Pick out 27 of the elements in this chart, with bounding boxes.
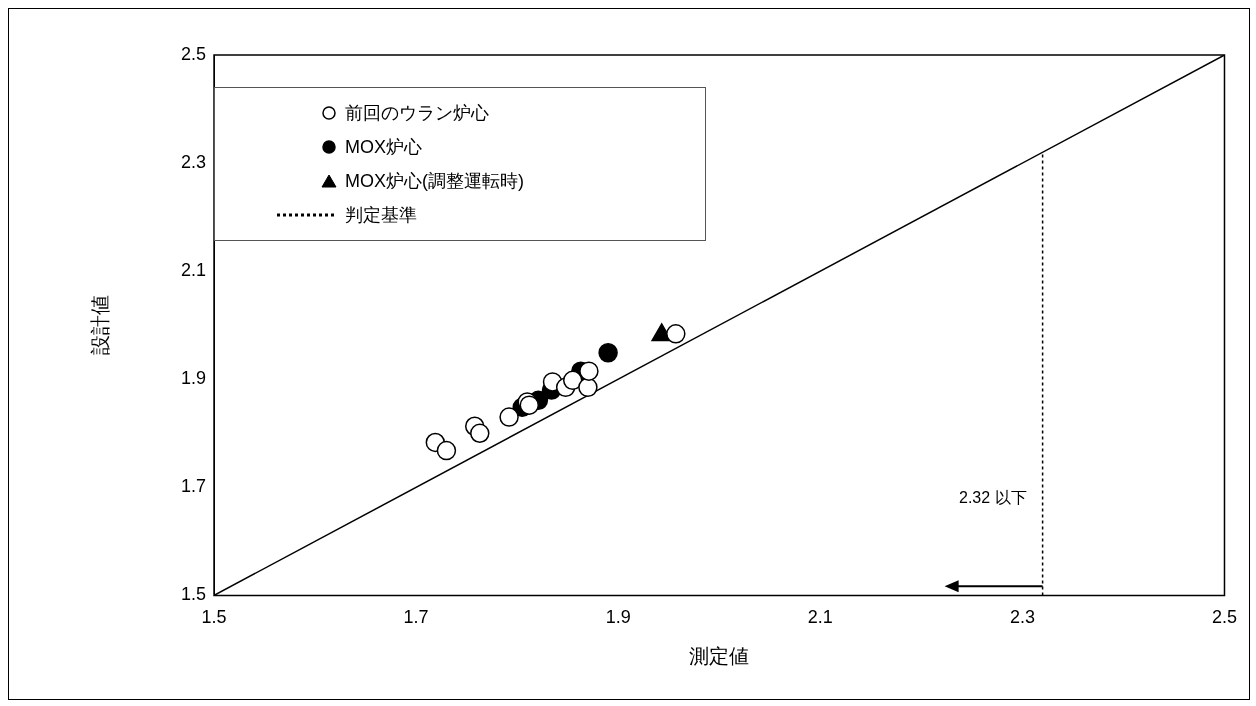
y-tick-label: 1.9 [180, 368, 207, 389]
y-tick-label: 1.5 [180, 584, 207, 605]
x-tick-label: 2.3 [1009, 607, 1035, 628]
point [470, 423, 490, 444]
point [562, 370, 583, 391]
legend-label: MOX炉心 [345, 136, 423, 159]
x-tick-label: 1.7 [403, 607, 429, 628]
annotation: 2.32 以下 [959, 488, 1027, 506]
legend-label: 判定基準 [345, 204, 417, 227]
x-tick-label: 1.5 [201, 607, 227, 628]
point [666, 324, 686, 344]
x-tick-label: 1.9 [605, 607, 631, 628]
point [578, 377, 598, 398]
x-tick-label: 2.1 [807, 607, 833, 628]
x-axis-title: 測定値 [689, 644, 750, 667]
y-axis-title: 設計値 [88, 295, 111, 356]
point [598, 343, 618, 363]
y-tick-label: 2.1 [180, 260, 207, 281]
legend-label: 前回のウラン炉心 [345, 102, 489, 125]
x-tick-label: 2.5 [1211, 607, 1237, 628]
y-tick-label: 1.7 [180, 476, 207, 497]
point [436, 440, 457, 461]
legend-label: MOX炉心(調整運転時) [345, 170, 524, 193]
point [499, 407, 519, 427]
point [579, 361, 599, 381]
y-tick-label: 2.5 [180, 43, 207, 64]
y-tick-label: 2.3 [180, 152, 207, 173]
